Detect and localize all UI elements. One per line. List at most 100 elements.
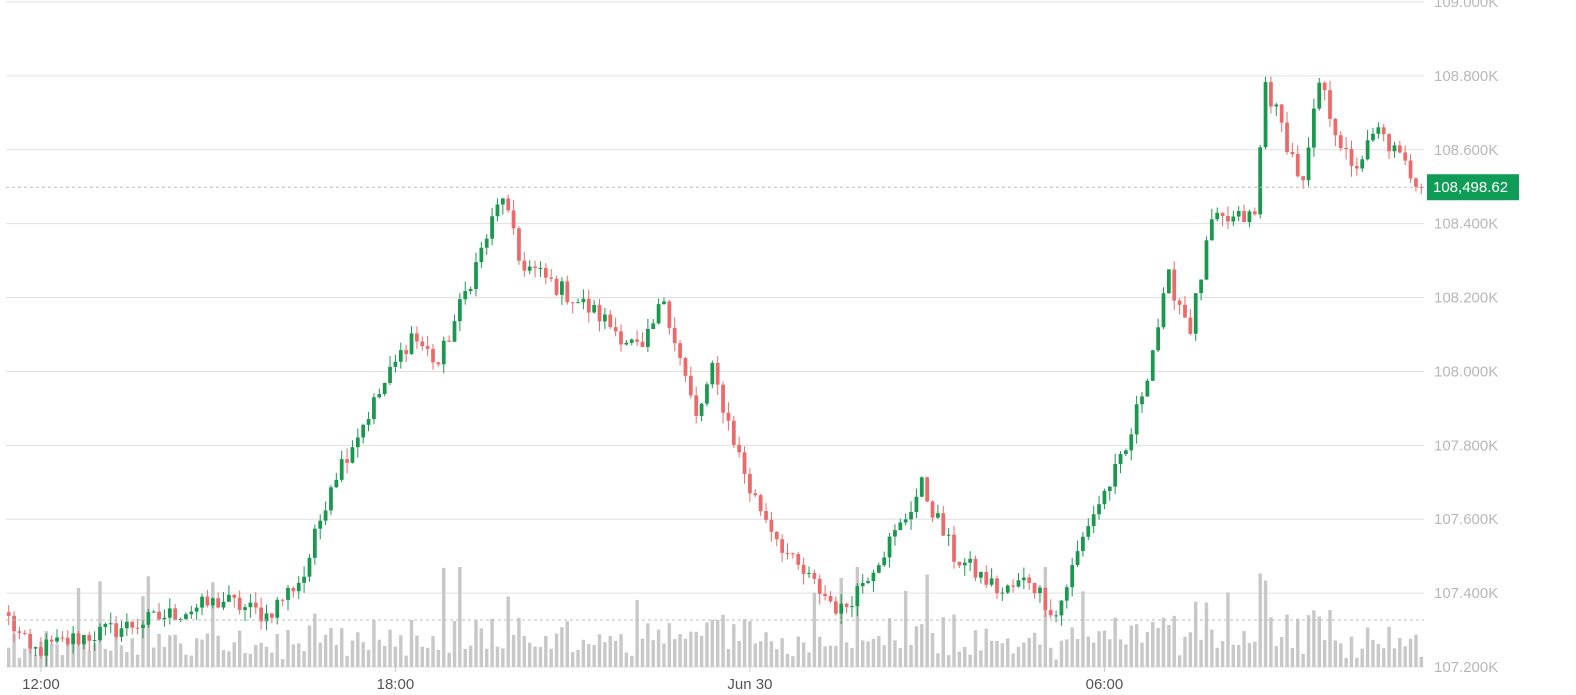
volume-bar xyxy=(388,629,392,667)
volume-bar xyxy=(393,646,398,667)
volume-bar xyxy=(855,567,860,667)
volume-bar xyxy=(425,647,430,667)
candle-body xyxy=(780,539,785,553)
volume-bar xyxy=(307,625,312,667)
volume-bar xyxy=(452,621,457,667)
volume-bar xyxy=(635,599,639,667)
candle-body xyxy=(952,534,956,562)
candle-body xyxy=(1295,153,1300,177)
candle-body xyxy=(705,384,709,404)
candle-body xyxy=(1005,585,1010,593)
candle-body xyxy=(1032,582,1037,594)
candle-body xyxy=(603,314,607,322)
volume-bar xyxy=(1376,644,1381,667)
volume-bar xyxy=(1414,634,1418,667)
candle-body xyxy=(887,536,892,558)
volume-bar xyxy=(882,645,886,667)
candle-body xyxy=(758,495,763,512)
volume-bar xyxy=(1134,624,1139,667)
volume-bar xyxy=(350,640,355,667)
candle-body xyxy=(6,612,11,616)
volume-bar xyxy=(109,650,113,667)
volume-bar xyxy=(313,613,317,667)
volume-bar xyxy=(1317,616,1321,667)
volume-bar xyxy=(1339,643,1343,667)
volume-bar xyxy=(361,642,365,667)
volume-bar xyxy=(76,588,81,667)
candle-body xyxy=(1231,216,1236,222)
candle-body xyxy=(302,576,306,583)
candle-body xyxy=(1263,82,1268,148)
volume-bar xyxy=(952,614,956,667)
volume-bar xyxy=(356,632,360,667)
candle-body xyxy=(1349,148,1354,166)
volume-bar xyxy=(254,644,258,667)
candle-body xyxy=(366,419,371,425)
candle-body xyxy=(538,268,543,270)
volume-bar xyxy=(318,642,322,667)
candle-body xyxy=(141,624,145,628)
volume-bar xyxy=(1381,648,1386,667)
candle-body xyxy=(989,578,994,585)
volume-bar xyxy=(796,636,800,667)
volume-bar xyxy=(758,641,763,667)
candle-body xyxy=(286,587,290,600)
candle-body xyxy=(1091,514,1096,527)
volume-bar xyxy=(613,640,618,667)
candle-body xyxy=(1403,152,1408,161)
volume-bar xyxy=(656,629,661,667)
candle-body xyxy=(860,582,865,587)
candle-body xyxy=(995,578,999,594)
candle-body xyxy=(1048,610,1053,616)
volume-bar xyxy=(468,645,473,667)
volume-bar xyxy=(17,657,22,667)
y-tick-label: 108.600K xyxy=(1434,142,1498,159)
volume-bar xyxy=(909,644,913,667)
candle-body xyxy=(98,626,102,641)
candle-body xyxy=(941,513,946,536)
candle-body xyxy=(1070,565,1075,588)
volume-bar xyxy=(844,642,849,667)
candle-body xyxy=(613,327,618,332)
candle-body xyxy=(1381,127,1386,135)
volume-bar xyxy=(592,644,596,667)
volume-bar xyxy=(678,634,682,667)
volume-bar xyxy=(12,633,16,667)
volume-bar xyxy=(1398,638,1402,667)
y-tick-label: 108.800K xyxy=(1434,68,1498,85)
volume-bar xyxy=(1177,655,1182,667)
volume-bar xyxy=(382,645,387,667)
volume-bar xyxy=(1322,640,1327,667)
x-tick-label: Jun 30 xyxy=(727,676,772,693)
volume-bar xyxy=(732,624,736,667)
candle-body xyxy=(1247,211,1252,223)
candle-body xyxy=(1279,104,1284,123)
volume-bar xyxy=(1296,618,1300,667)
candle-body xyxy=(1102,490,1107,505)
volume-bar xyxy=(818,636,822,667)
candle-body xyxy=(629,339,634,343)
volume-bar xyxy=(828,645,833,667)
volume-bar xyxy=(989,640,994,667)
candle-body xyxy=(581,298,586,303)
candle-body xyxy=(721,384,725,413)
candle-body xyxy=(656,304,661,324)
x-tick-label: 12:00 xyxy=(22,676,60,693)
candle-body xyxy=(678,343,682,358)
volume-bar xyxy=(753,643,758,667)
volume-bar xyxy=(995,640,999,667)
candle-body xyxy=(973,558,978,578)
candle-body xyxy=(1193,293,1198,334)
candle-body xyxy=(984,571,989,585)
candle-body xyxy=(715,362,720,385)
candle-body xyxy=(1387,134,1391,152)
volume-bar xyxy=(372,620,376,667)
candle-body xyxy=(1043,587,1048,611)
candle-body xyxy=(517,228,521,261)
volume-bar xyxy=(415,635,419,667)
candle-body xyxy=(1312,108,1316,148)
volume-bar xyxy=(404,655,408,667)
volume-bar xyxy=(291,644,296,667)
candle-body xyxy=(1081,536,1085,552)
volume-bar xyxy=(748,621,752,667)
